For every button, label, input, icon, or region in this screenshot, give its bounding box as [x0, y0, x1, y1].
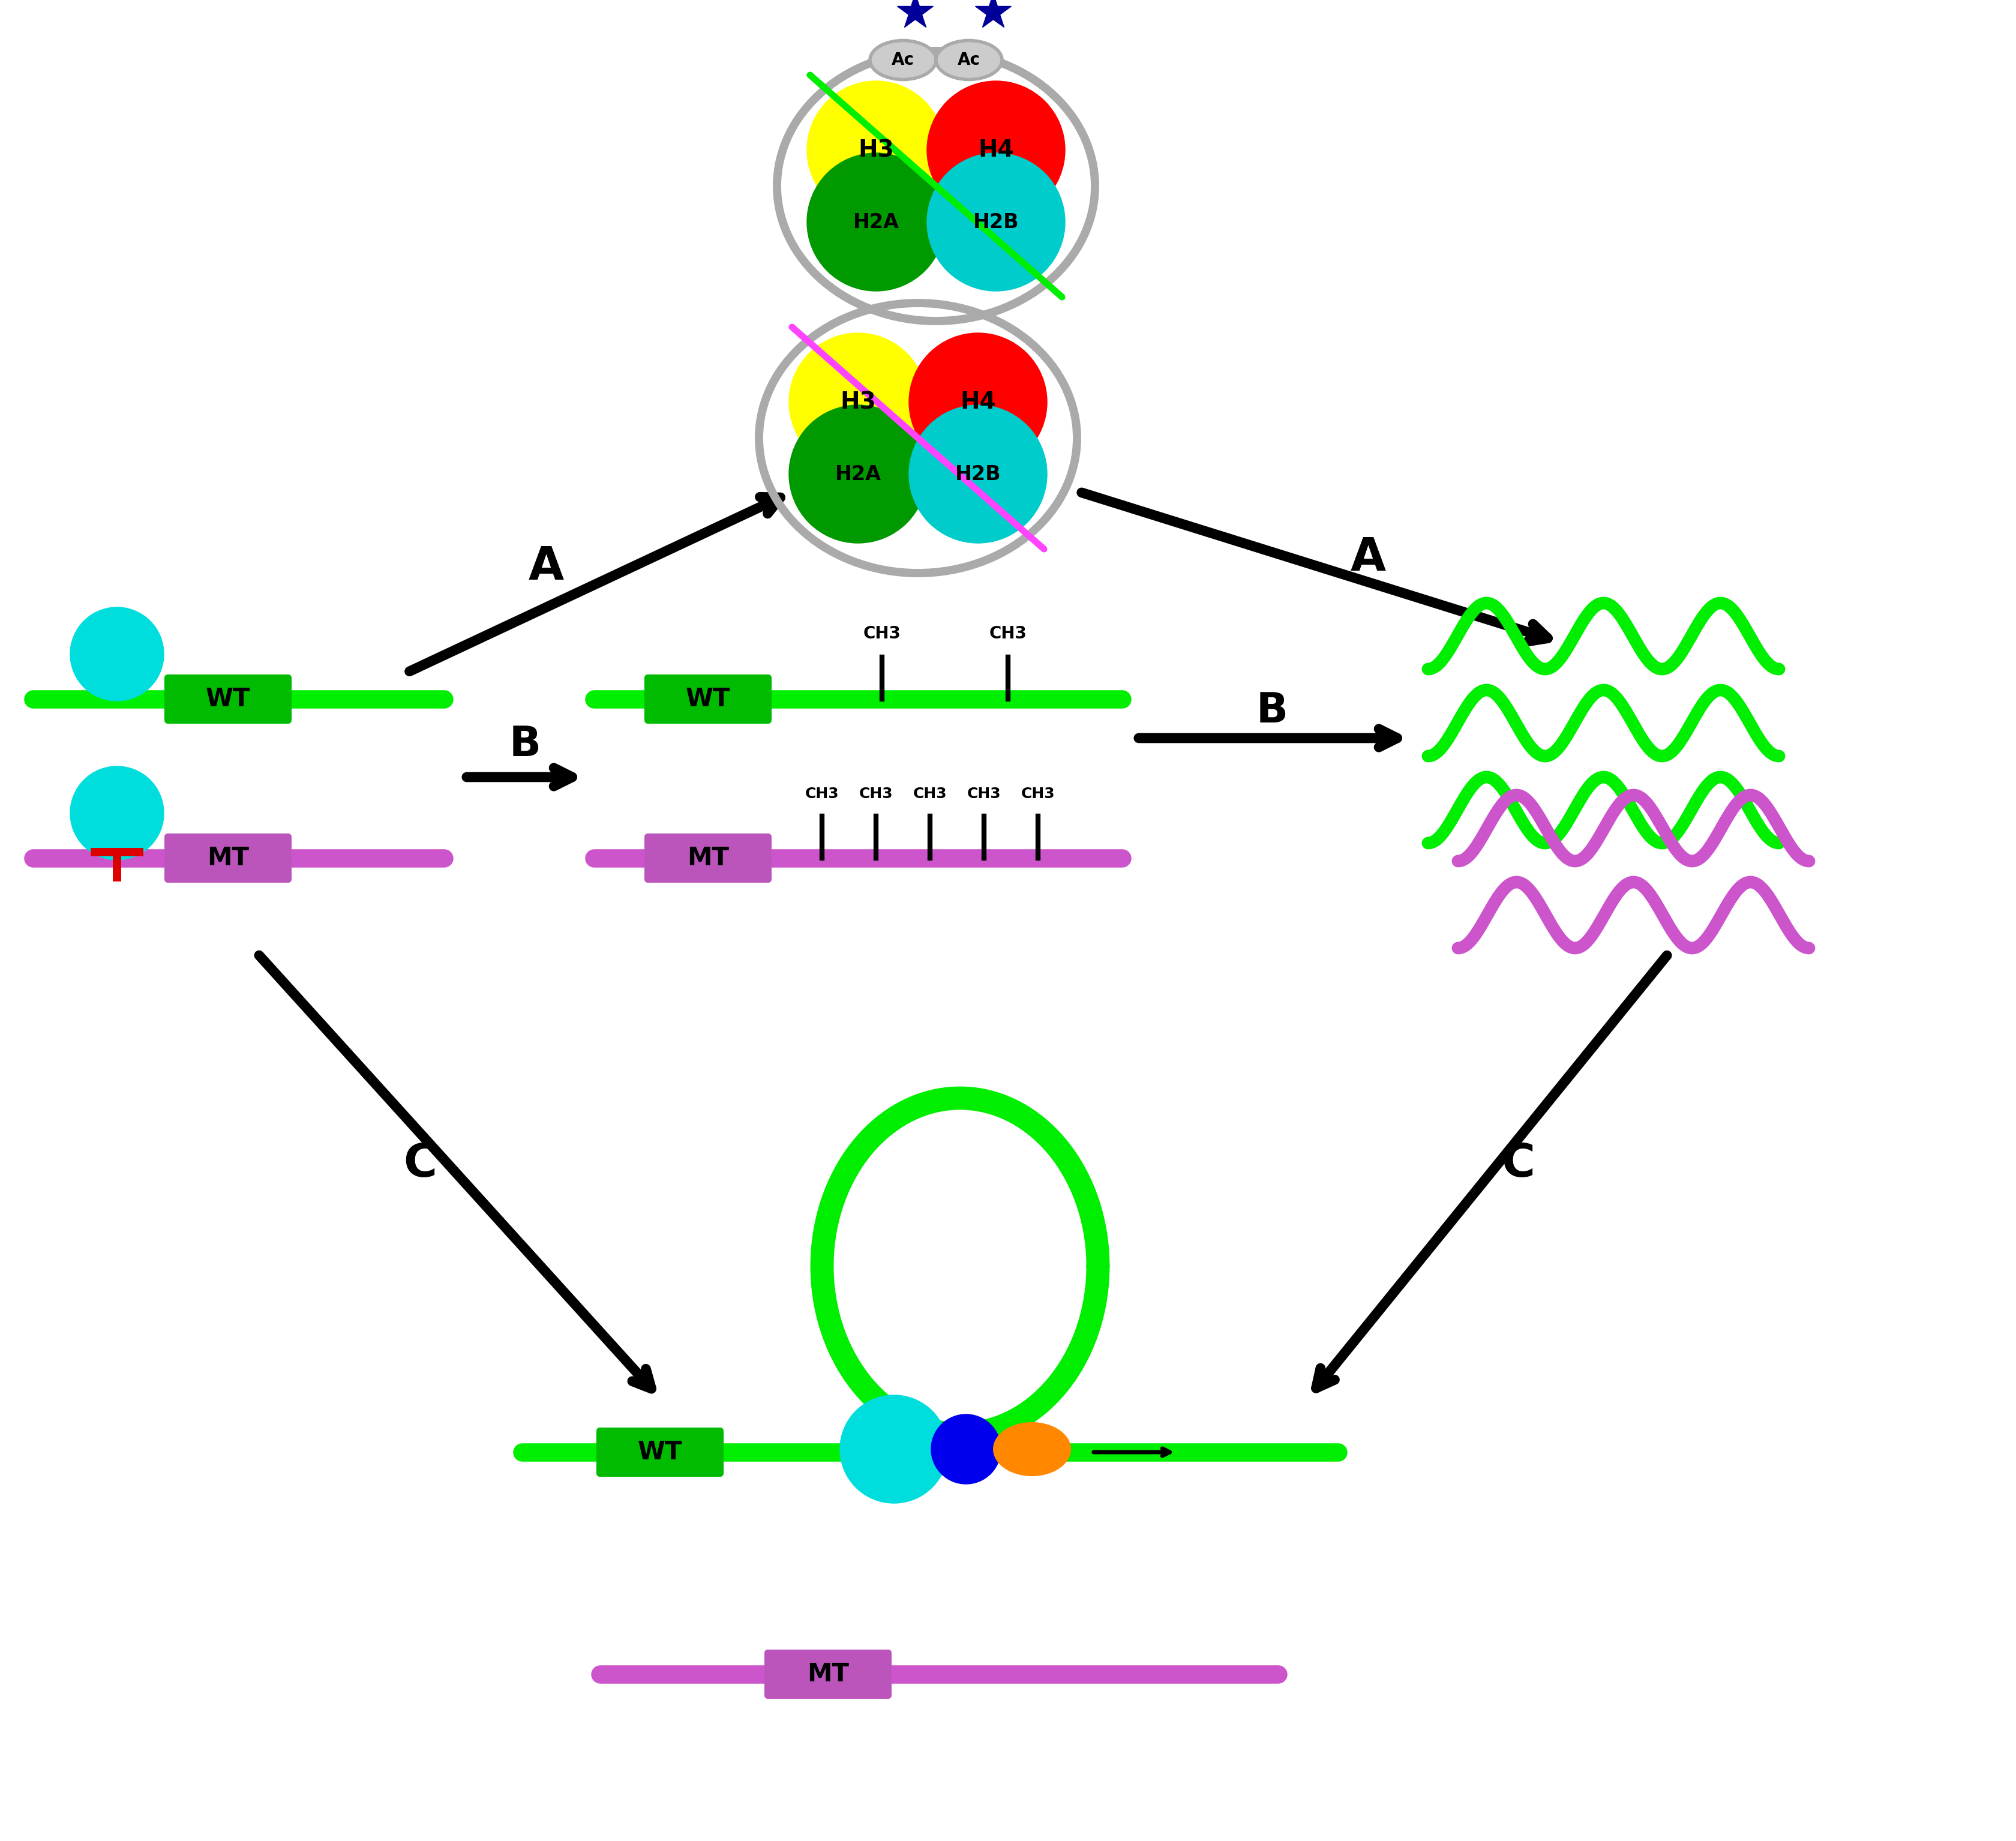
FancyBboxPatch shape	[597, 1427, 724, 1476]
Text: H2A: H2A	[853, 212, 899, 232]
Text: H2B: H2B	[956, 464, 1002, 484]
FancyBboxPatch shape	[764, 1650, 891, 1699]
Text: A: A	[528, 545, 564, 589]
Circle shape	[927, 81, 1064, 219]
Text: WT: WT	[206, 687, 250, 712]
Text: H2A: H2A	[835, 464, 881, 484]
FancyBboxPatch shape	[165, 674, 292, 724]
Text: MT: MT	[208, 845, 250, 871]
Text: WT: WT	[685, 687, 730, 712]
Text: CH3: CH3	[859, 786, 893, 801]
Circle shape	[788, 405, 927, 543]
Text: CH3: CH3	[1020, 786, 1054, 801]
Text: CH3: CH3	[913, 786, 948, 801]
Text: MT: MT	[806, 1662, 849, 1686]
Text: B: B	[510, 724, 540, 764]
Text: Ac: Ac	[958, 52, 980, 68]
Circle shape	[841, 1395, 948, 1502]
Text: H2B: H2B	[974, 212, 1018, 232]
Circle shape	[71, 608, 163, 701]
Ellipse shape	[871, 41, 935, 79]
Circle shape	[927, 153, 1064, 291]
Text: CH3: CH3	[990, 626, 1026, 643]
FancyBboxPatch shape	[645, 674, 772, 724]
Circle shape	[909, 333, 1046, 471]
Circle shape	[931, 1414, 1000, 1484]
Circle shape	[909, 405, 1046, 543]
Text: Ac: Ac	[891, 52, 915, 68]
Text: CH3: CH3	[968, 786, 1002, 801]
FancyBboxPatch shape	[645, 834, 772, 882]
Ellipse shape	[994, 1421, 1070, 1476]
Text: CH3: CH3	[804, 786, 839, 801]
Text: H3: H3	[859, 138, 893, 162]
Text: B: B	[1256, 690, 1288, 731]
Text: C: C	[403, 1141, 437, 1186]
Circle shape	[806, 81, 946, 219]
Text: H4: H4	[978, 138, 1014, 162]
Text: H3: H3	[841, 390, 875, 414]
Text: WT: WT	[637, 1440, 681, 1465]
Text: A: A	[1351, 536, 1385, 580]
Text: MT: MT	[687, 845, 730, 871]
FancyBboxPatch shape	[165, 834, 292, 882]
Text: C: C	[1502, 1141, 1534, 1186]
Text: CH3: CH3	[863, 626, 901, 643]
Text: H4: H4	[960, 390, 996, 414]
Circle shape	[788, 333, 927, 471]
Circle shape	[71, 766, 163, 860]
Ellipse shape	[935, 41, 1002, 79]
Circle shape	[806, 153, 946, 291]
